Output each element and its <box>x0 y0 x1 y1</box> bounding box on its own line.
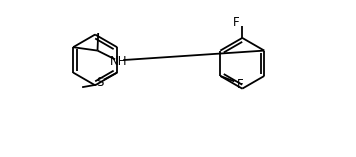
Text: F: F <box>237 78 244 91</box>
Text: NH: NH <box>110 55 127 68</box>
Text: F: F <box>233 16 240 29</box>
Text: S: S <box>96 76 104 89</box>
